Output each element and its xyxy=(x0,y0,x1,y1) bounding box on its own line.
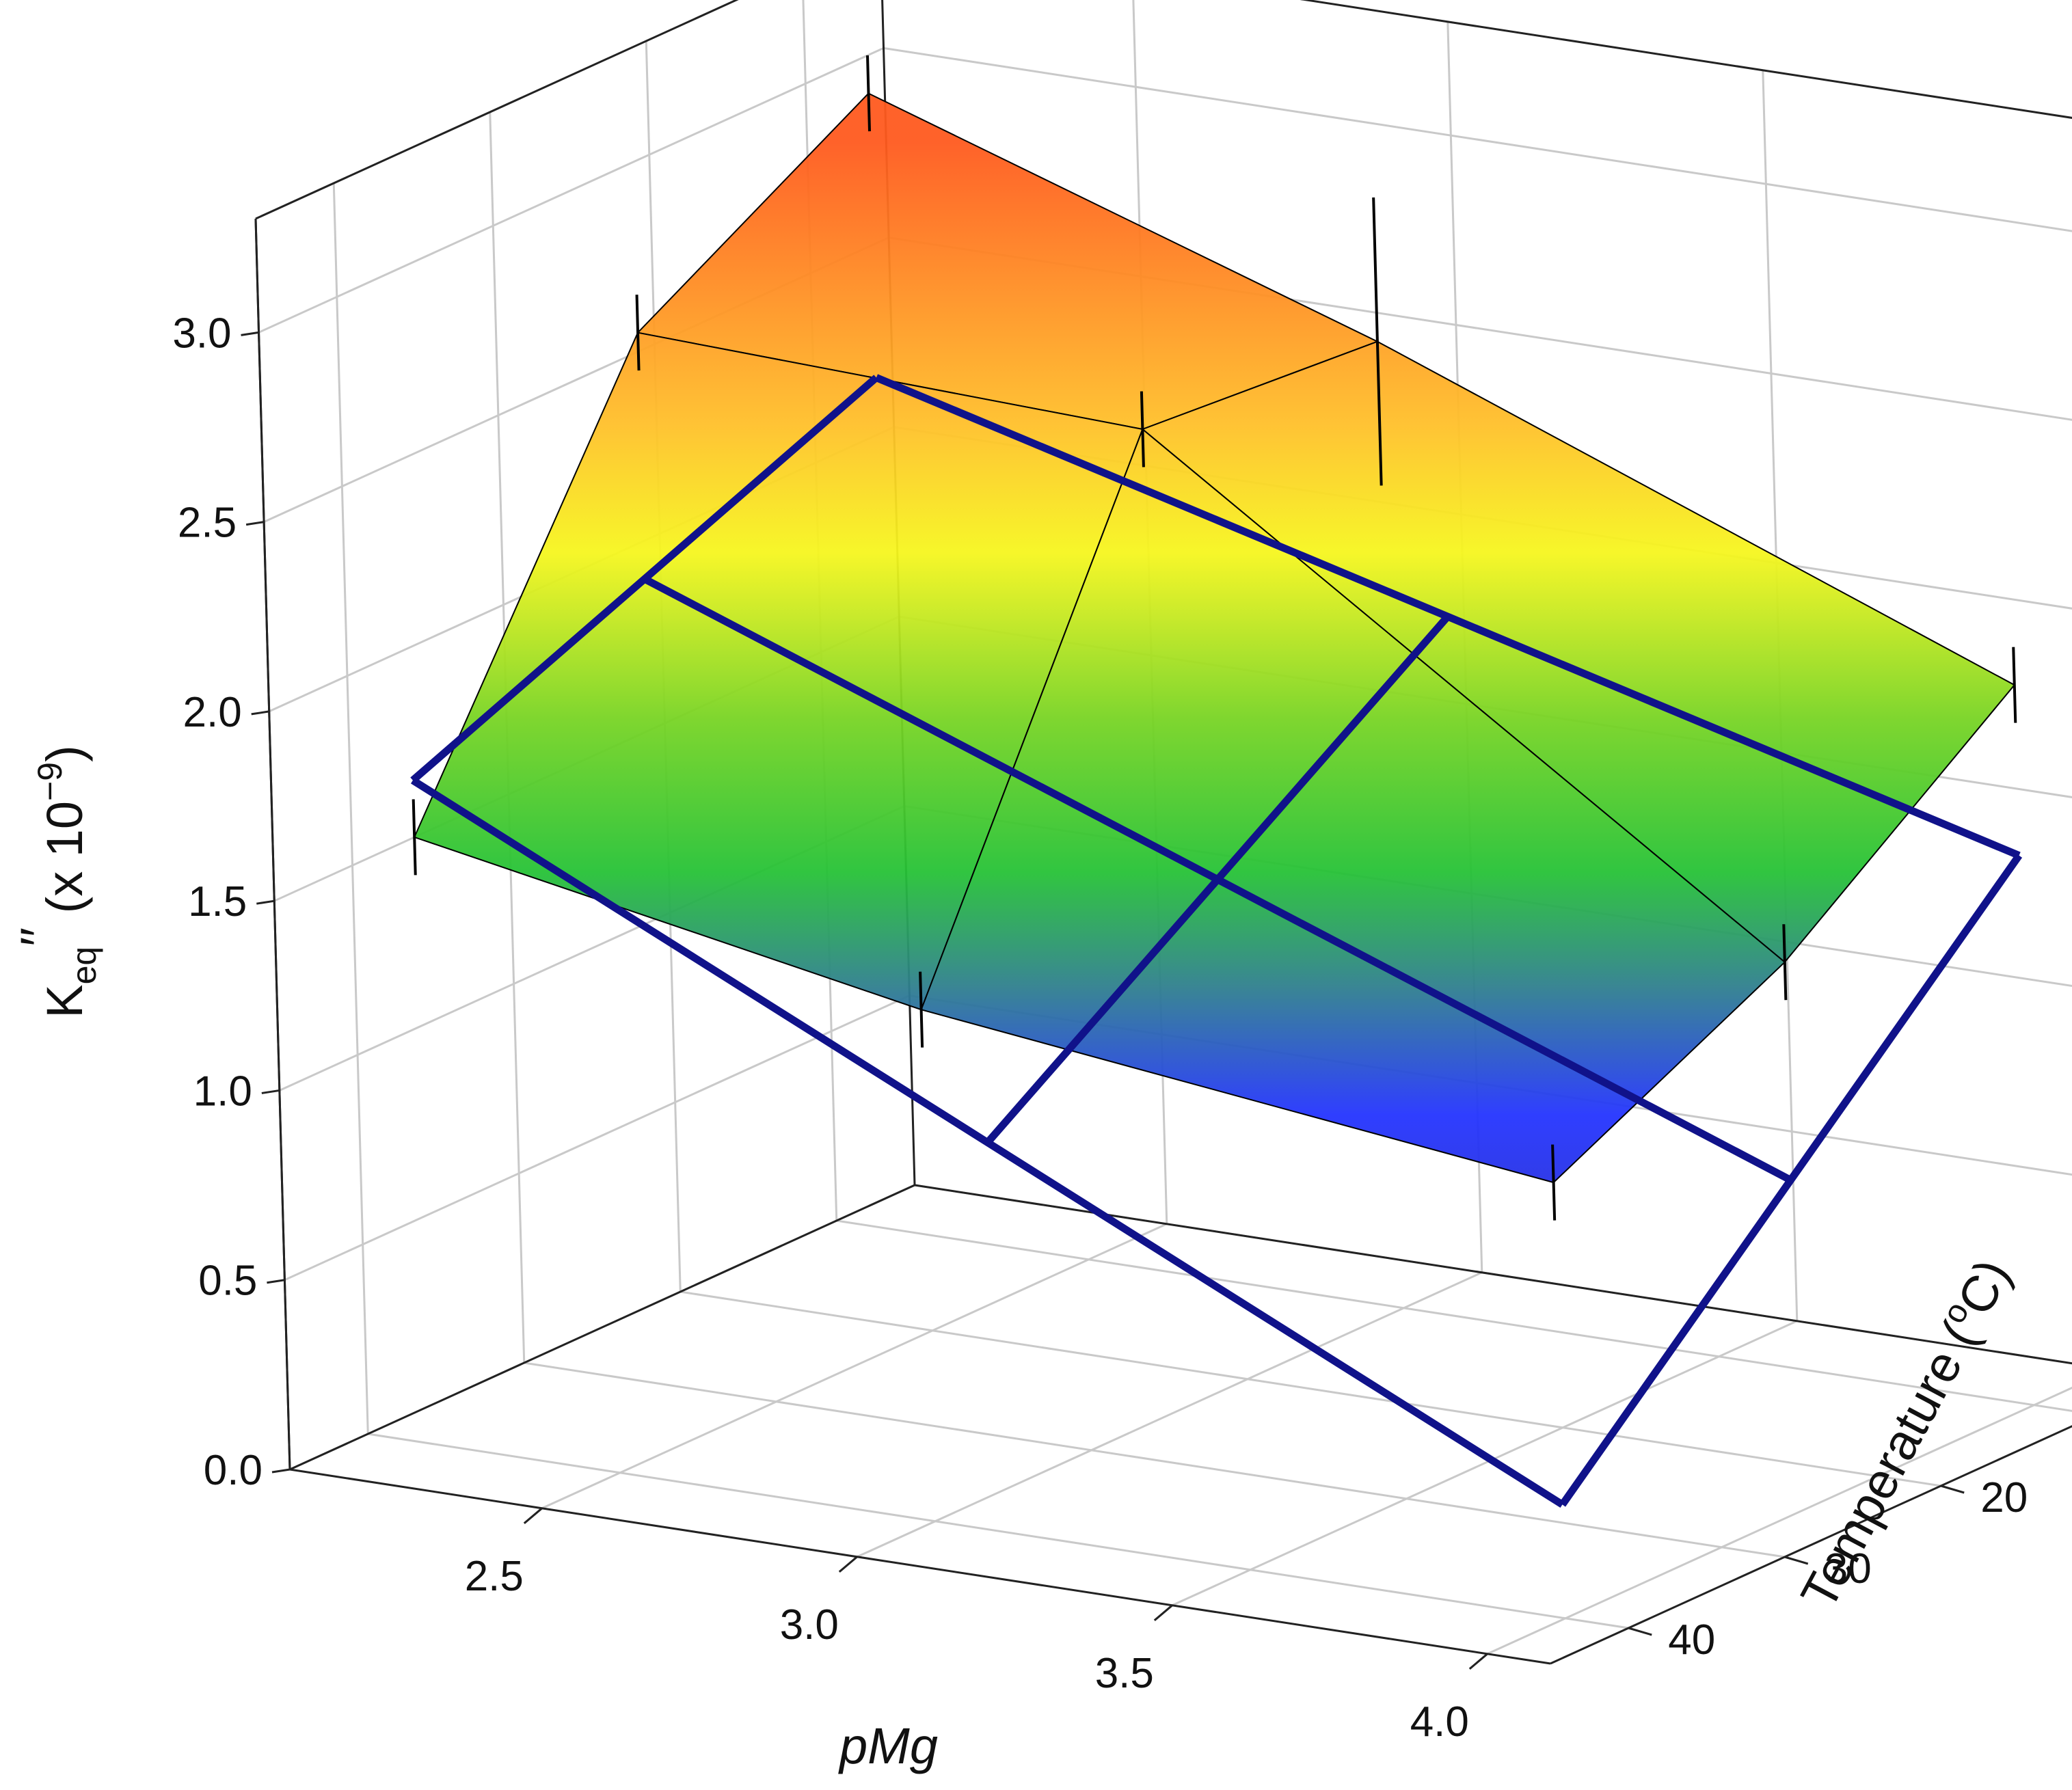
x-axis-line xyxy=(289,1468,1551,1665)
gridline-floor-y1 xyxy=(680,1290,1941,1487)
frame-edge-2 xyxy=(1300,0,2072,119)
error-bar-1-0 xyxy=(635,295,641,371)
y-axis-line xyxy=(1550,1425,2072,1665)
plane-line-pmg-2 xyxy=(1559,853,2023,1507)
x-tick-0 xyxy=(523,1507,543,1524)
y-tick-label-2: 30 xyxy=(1825,1545,1872,1592)
y-tick-label-1: 20 xyxy=(1980,1474,2028,1521)
gridline-floor-y3 xyxy=(368,1433,1629,1629)
gridline-left-wall-z6 xyxy=(258,46,885,334)
x-tick-label-2: 3.5 xyxy=(1095,1650,1154,1697)
x-tick-label-3: 4.0 xyxy=(1410,1698,1469,1746)
z-tick-label-0: 0.0 xyxy=(204,1447,263,1494)
x-tick-label-0: 2.5 xyxy=(465,1553,524,1600)
gridline-floor-x0 xyxy=(541,1223,1168,1510)
frame-edge-5 xyxy=(914,1184,2072,1365)
gridline-left-wall-z1 xyxy=(284,994,911,1282)
y-tick-3 xyxy=(1628,1627,1652,1636)
error-bar-0-1 xyxy=(1372,197,1383,486)
gridline-floor-y2 xyxy=(524,1361,1785,1558)
x-tick-label-1: 3.0 xyxy=(780,1601,839,1649)
z-tick-2 xyxy=(261,1089,280,1094)
z-tick-label-3: 1.5 xyxy=(188,878,247,925)
z-tick-label-5: 2.5 xyxy=(178,500,237,547)
error-bar-0-0 xyxy=(865,55,872,132)
y-tick-1 xyxy=(1940,1484,1965,1494)
y-axis-title: Temperature (oC) xyxy=(1788,1249,2021,1618)
y-tick-2 xyxy=(1784,1556,1809,1565)
gridline-floor-x2 xyxy=(1172,1320,1798,1607)
z-tick-6 xyxy=(241,331,259,336)
z-tick-label-6: 3.0 xyxy=(172,310,231,357)
error-bar-1-2 xyxy=(1782,924,1788,1001)
z-tick-0 xyxy=(271,1468,291,1474)
z-axis-title: Keq′′ (x 10−9) xyxy=(10,745,103,1018)
error-bar-2-2 xyxy=(1551,1144,1557,1221)
error-bar-2-0 xyxy=(412,799,417,876)
gridline-back-wall-z0 xyxy=(914,1184,2072,1365)
error-bar-0-2 xyxy=(2012,647,2017,723)
z-tick-5 xyxy=(245,521,265,526)
gridline-left-wall-y3 xyxy=(332,182,369,1435)
error-bar-2-1 xyxy=(919,971,924,1048)
x-tick-2 xyxy=(1153,1604,1173,1621)
x-axis-title: pMg xyxy=(838,1718,938,1774)
error-bar-1-1 xyxy=(1140,391,1145,467)
z-tick-3 xyxy=(256,899,275,905)
z-tick-label-2: 1.0 xyxy=(193,1068,252,1115)
plane-line-pmg-1 xyxy=(984,614,1451,1145)
plane-line-pmg-0 xyxy=(410,375,879,783)
x-tick-1 xyxy=(838,1556,858,1573)
frame-edge-6 xyxy=(289,1184,915,1471)
z-tick-label-4: 2.0 xyxy=(183,689,241,736)
gridline-back-wall-z6 xyxy=(883,46,2072,232)
z-tick-1 xyxy=(267,1279,285,1284)
z-tick-label-1: 0.5 xyxy=(198,1258,257,1305)
gridline-floor-x1 xyxy=(857,1271,1483,1558)
gridline-floor-y0 xyxy=(836,1219,2072,1412)
plot-area xyxy=(410,55,2023,1508)
axes: 2.53.03.54.0102030400.00.51.01.52.02.53.… xyxy=(172,218,2072,1746)
gridline-floor-x3 xyxy=(1487,1386,2072,1655)
z-axis-line xyxy=(254,218,291,1470)
frame-edge-1 xyxy=(255,0,739,220)
y-tick-label-3: 40 xyxy=(1668,1616,1715,1664)
x-tick-3 xyxy=(1468,1653,1488,1670)
z-tick-4 xyxy=(251,710,269,716)
